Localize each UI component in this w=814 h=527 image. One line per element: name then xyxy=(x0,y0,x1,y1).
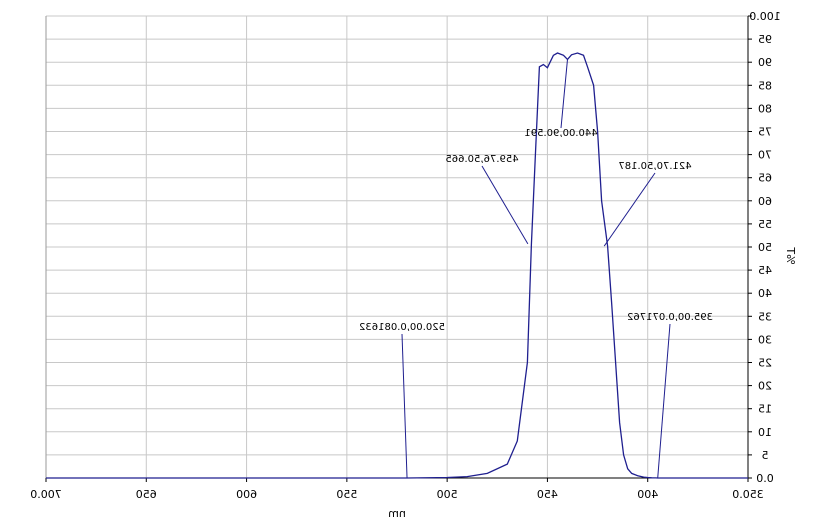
x-tick-label: 600 xyxy=(236,488,257,501)
x-tick-label: 700.0 xyxy=(30,488,62,501)
annotation-leader xyxy=(560,59,568,129)
x-tick-label: 350.0 xyxy=(732,488,764,501)
y-tick-label: 100.0 xyxy=(749,10,781,23)
y-tick-label: 75 xyxy=(758,126,772,139)
x-axis-label: nm xyxy=(388,507,406,520)
y-tick-labels: 0.0 5 10 15 20 25 30 35 40 45 50 55 60 65 70 75 80 85 90 95… xyxy=(749,10,781,485)
x-tick-label: 400 xyxy=(637,488,658,501)
annotation-label: 421.70,50.187 xyxy=(618,161,691,172)
y-tick-label: 55 xyxy=(758,218,772,231)
annotation-label: 459.76,50.665 xyxy=(445,154,518,165)
y-axis-label: %T xyxy=(784,247,797,264)
x-tick-label: 550 xyxy=(336,488,357,501)
y-tick-label: 65 xyxy=(758,172,772,185)
y-tick-label: 10 xyxy=(758,426,772,439)
annotation-leader xyxy=(657,323,671,478)
annotation-label: 395.00,0.071762 xyxy=(627,312,713,323)
y-tick-label: 40 xyxy=(758,287,772,300)
annotation-leader xyxy=(603,172,656,247)
x-tick-label: 500 xyxy=(437,488,458,501)
annotation-label: 520.00,0.081632 xyxy=(359,322,445,333)
annotation-label: 440.00,90.591 xyxy=(524,128,597,139)
x-tick-label: 650 xyxy=(136,488,157,501)
y-tick-label: 90 xyxy=(758,56,772,69)
grid-lines xyxy=(46,15,748,478)
x-tick-label: 450 xyxy=(537,488,558,501)
y-tick-label: 85 xyxy=(758,79,772,92)
series-group xyxy=(46,52,748,479)
y-tick-label: 35 xyxy=(758,310,772,323)
y-tick-label: 20 xyxy=(758,380,772,393)
y-tick-label: 60 xyxy=(758,195,772,208)
y-tick-label: 80 xyxy=(758,102,772,115)
annotation-leader xyxy=(401,333,408,478)
y-tick-label: 25 xyxy=(758,357,772,370)
y-tick-label: 95 xyxy=(758,33,772,46)
axes xyxy=(45,15,752,482)
y-tick-label: 5 xyxy=(762,449,769,462)
y-tick-label: 30 xyxy=(758,333,772,346)
x-tick-labels: 700.0 650 600 550 500 450 400 350.0 xyxy=(30,488,764,501)
annotations: 520.00,0.081632 459.76,50.665 440.00,90.59… xyxy=(359,59,713,478)
annotation-leader xyxy=(481,165,529,245)
y-tick-label: 70 xyxy=(758,149,772,162)
y-tick-label: 15 xyxy=(758,403,772,416)
y-tick-label: 45 xyxy=(758,264,772,277)
y-tick-label: 0.0 xyxy=(756,472,774,485)
series-line xyxy=(46,52,748,479)
y-tick-label: 50 xyxy=(758,241,772,254)
